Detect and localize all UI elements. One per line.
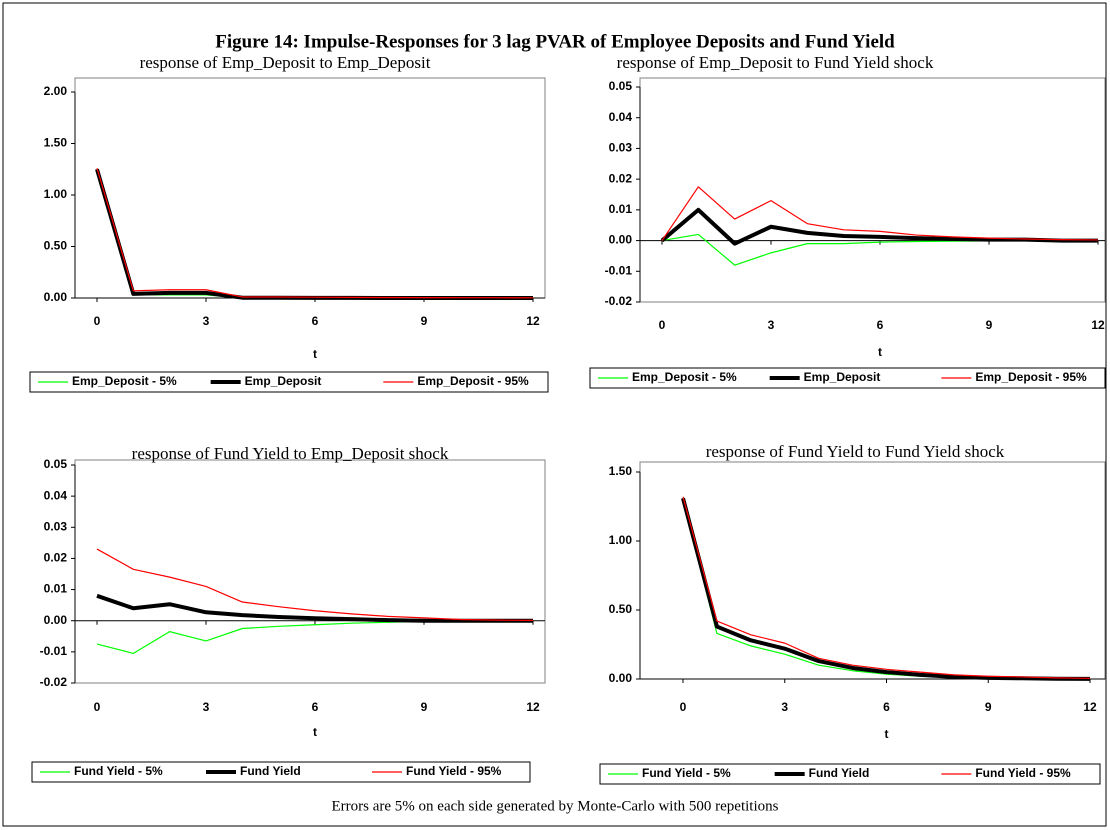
y-tick-label: 0.00: [44, 613, 68, 627]
x-tick-label: 0: [680, 700, 687, 714]
y-tick-label: 1.00: [44, 187, 68, 201]
x-tick-label: 6: [312, 700, 319, 714]
legend-label: Emp_Deposit - 95%: [417, 374, 529, 388]
legend-label: Emp_Deposit - 5%: [632, 370, 737, 384]
y-tick-label: 0.50: [609, 602, 633, 616]
x-axis-label: t: [885, 727, 889, 741]
legend-label: Emp_Deposit: [804, 370, 881, 384]
y-tick-label: 0.50: [44, 239, 68, 253]
x-tick-label: 9: [421, 700, 428, 714]
y-tick-label: -0.01: [40, 644, 68, 658]
x-tick-label: 9: [986, 318, 993, 332]
y-tick-label: 0.05: [609, 79, 633, 93]
y-tick-label: 0.00: [44, 290, 68, 304]
legend-label: Fund Yield - 95%: [406, 764, 502, 778]
y-tick-label: 0.02: [609, 171, 633, 185]
chart-title: response of Emp_Deposit to Fund Yield sh…: [617, 53, 934, 72]
y-tick-label: 1.50: [44, 136, 68, 150]
x-tick-label: 3: [203, 700, 210, 714]
x-axis-label: t: [313, 725, 317, 739]
x-tick-label: 3: [781, 700, 788, 714]
y-tick-label: 0.00: [609, 671, 633, 685]
legend-box: [599, 763, 1101, 785]
y-tick-label: 0.02: [44, 551, 68, 565]
y-tick-label: -0.02: [605, 294, 633, 308]
x-tick-label: 12: [1083, 700, 1097, 714]
legend-label: Fund Yield - 95%: [975, 766, 1071, 780]
x-tick-label: 6: [883, 700, 890, 714]
y-tick-label: -0.01: [605, 263, 633, 277]
legend-box: [29, 371, 549, 393]
y-tick-label: 0.05: [44, 457, 68, 471]
legend-label: Emp_Deposit: [245, 374, 322, 388]
x-axis-label: t: [878, 345, 882, 359]
x-tick-label: 12: [526, 700, 540, 714]
legend-label: Fund Yield: [809, 766, 870, 780]
legend-label: Emp_Deposit - 5%: [72, 374, 177, 388]
x-tick-label: 0: [94, 700, 101, 714]
series-line: [660, 207, 1098, 246]
series-line: [96, 168, 534, 299]
y-tick-label: 1.00: [609, 533, 633, 547]
x-tick-label: 3: [203, 314, 210, 328]
x-tick-label: 6: [312, 314, 319, 328]
y-tick-label: 0.04: [44, 488, 68, 502]
series-line: [682, 496, 1091, 679]
series-line: [96, 593, 533, 623]
legend-box: [589, 367, 1106, 389]
chart-title: response of Fund Yield to Fund Yield sho…: [706, 442, 1005, 461]
chart-title: response of Fund Yield to Emp_Deposit sh…: [132, 444, 449, 463]
y-tick-label: 2.00: [44, 84, 68, 98]
legend-box: [31, 761, 531, 783]
x-tick-label: 0: [659, 318, 666, 332]
y-tick-label: 1.50: [609, 464, 633, 478]
series-line: [681, 497, 1091, 681]
x-tick-label: 3: [768, 318, 775, 332]
x-tick-label: 0: [94, 314, 101, 328]
y-tick-label: 0.03: [609, 141, 633, 155]
y-tick-label: 0.04: [609, 110, 633, 124]
y-tick-label: 0.01: [609, 202, 633, 216]
legend-label: Emp_Deposit - 95%: [975, 370, 1087, 384]
x-tick-label: 9: [421, 314, 428, 328]
y-tick-label: -0.02: [40, 675, 68, 689]
x-tick-label: 12: [526, 314, 540, 328]
x-tick-label: 12: [1091, 318, 1105, 332]
legend-label: Fund Yield - 5%: [74, 764, 163, 778]
x-tick-label: 9: [985, 700, 992, 714]
legend-label: Fund Yield - 5%: [642, 766, 731, 780]
y-tick-label: 0.01: [44, 582, 68, 596]
series-line: [96, 548, 534, 622]
footnote: Errors are 5% on each side generated by …: [332, 798, 779, 814]
chart-title: response of Emp_Deposit to Emp_Deposit: [140, 53, 431, 72]
x-axis-label: t: [313, 347, 317, 361]
series-line: [661, 186, 1099, 241]
y-tick-label: 0.00: [609, 233, 633, 247]
legend-label: Fund Yield: [240, 764, 301, 778]
x-tick-label: 6: [877, 318, 884, 332]
y-tick-label: 0.03: [44, 519, 68, 533]
figure-title: Figure 14: Impulse-Responses for 3 lag P…: [215, 31, 895, 52]
